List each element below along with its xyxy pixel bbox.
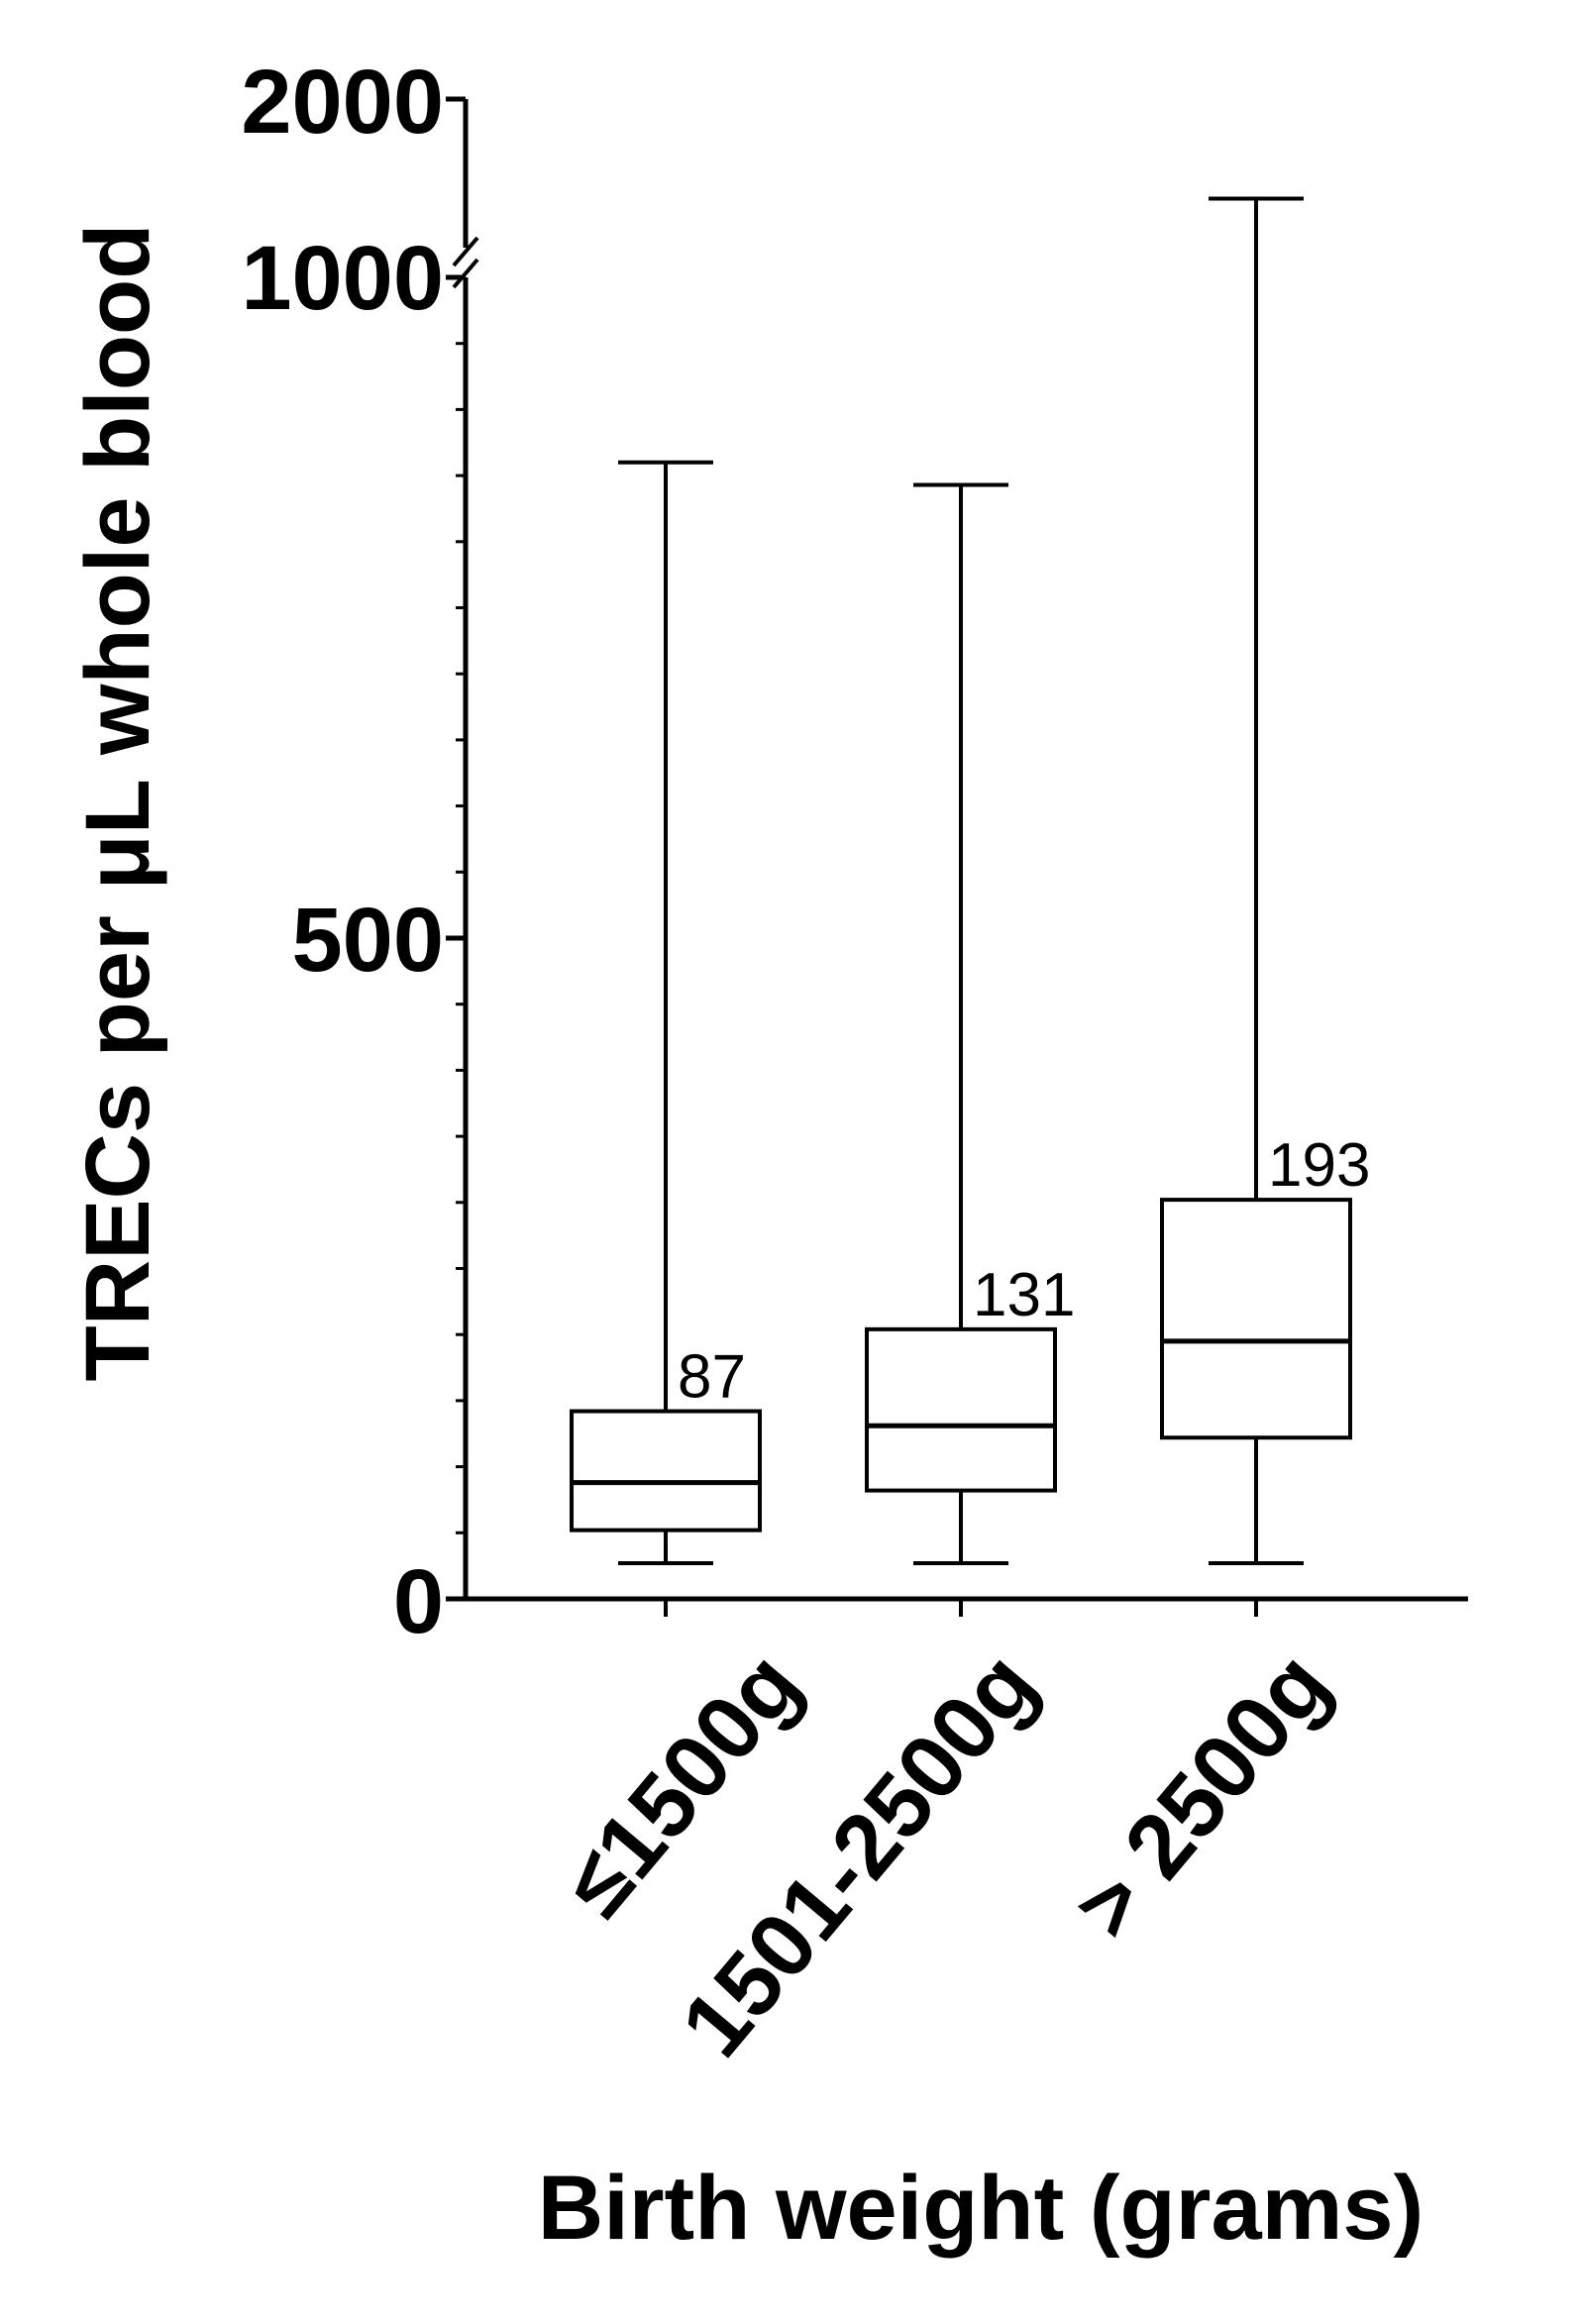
x-category-labels: ≤1500g 1501-2500g > 2500g bbox=[544, 1634, 1348, 2075]
box-value-label-2: 131 bbox=[973, 1261, 1075, 1329]
y-tick-label-1000: 1000 bbox=[241, 228, 444, 329]
iqr-box bbox=[570, 1409, 762, 1532]
y-tick-label-500: 500 bbox=[292, 890, 445, 991]
iqr-box bbox=[1160, 1198, 1352, 1440]
y-axis-title: TRECs per μL whole blood bbox=[67, 224, 168, 1382]
box-value-labels: 87 131 193 bbox=[678, 1131, 1370, 1411]
box-value-label-3: 193 bbox=[1268, 1131, 1370, 1200]
box-3 bbox=[1160, 196, 1352, 1565]
x-ticks bbox=[664, 1599, 1258, 1617]
category-label-3: > 2500g bbox=[1055, 1634, 1349, 1956]
y-tick-labels: 0 500 1000 2000 bbox=[241, 52, 444, 1652]
y-tick-label-0: 0 bbox=[393, 1551, 444, 1652]
axis-break-marks bbox=[452, 236, 479, 289]
box-2 bbox=[865, 482, 1057, 1565]
iqr-box bbox=[865, 1326, 1057, 1493]
y-tick-label-2000: 2000 bbox=[241, 52, 444, 153]
box-value-label-1: 87 bbox=[678, 1343, 746, 1412]
x-axis-title: Birth weight (grams) bbox=[538, 2158, 1424, 2259]
box-1 bbox=[570, 460, 762, 1565]
boxes bbox=[570, 196, 1352, 1565]
minor-ticks bbox=[456, 342, 466, 1534]
major-ticks bbox=[446, 96, 466, 1602]
